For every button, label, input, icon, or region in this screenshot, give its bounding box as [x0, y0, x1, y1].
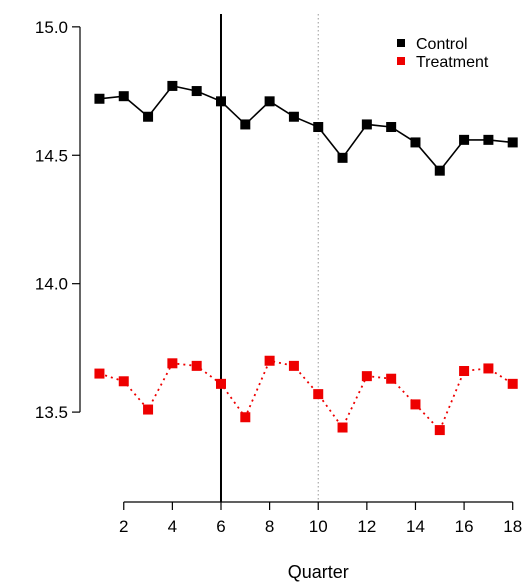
data-point-control: [167, 80, 178, 91]
data-point-treatment: [191, 360, 202, 371]
data-point-control: [459, 134, 470, 145]
series-line-treatment: [99, 359, 514, 432]
x-tick-label: 14: [406, 517, 425, 536]
data-point-treatment: [167, 358, 178, 369]
data-point-control: [94, 93, 105, 104]
y-tick-label: 15.0: [35, 18, 68, 37]
data-point-control: [288, 111, 299, 122]
series-layer: [94, 80, 518, 436]
legend-marker-treatment: [397, 57, 405, 65]
data-point-treatment: [361, 371, 372, 382]
data-point-treatment: [386, 373, 397, 384]
data-point-treatment: [264, 355, 275, 366]
legend-label-treatment: Treatment: [416, 54, 489, 71]
data-point-control: [507, 137, 518, 148]
data-point-control: [313, 122, 324, 133]
data-point-control: [264, 96, 275, 107]
data-point-control: [143, 111, 154, 122]
x-axis-title: Quarter: [288, 562, 349, 582]
x-tick-label: 6: [216, 517, 225, 536]
series-control: [94, 80, 518, 176]
data-point-treatment: [94, 368, 105, 379]
data-point-control: [118, 91, 129, 102]
x-tick-label: 10: [309, 517, 328, 536]
data-point-control: [361, 119, 372, 130]
legend-label-control: Control: [416, 36, 468, 53]
data-point-treatment: [483, 363, 494, 374]
data-point-treatment: [288, 360, 299, 371]
data-point-treatment: [215, 378, 226, 389]
series-treatment: [94, 355, 518, 436]
axes: 13.5 14.0 14.5 15.0 2 4 6 8 10 12 14 16 18: [35, 18, 522, 536]
x-tick-label: 2: [119, 517, 128, 536]
data-point-control: [240, 119, 251, 130]
x-tick-label: 16: [455, 517, 474, 536]
data-point-treatment: [459, 366, 470, 377]
data-point-control: [337, 152, 348, 163]
data-point-control: [434, 165, 445, 176]
data-point-treatment: [337, 422, 348, 433]
x-tick-label: 4: [168, 517, 177, 536]
y-tick-label: 14.0: [35, 275, 68, 294]
data-point-control: [386, 122, 397, 133]
data-point-treatment: [507, 378, 518, 389]
data-point-treatment: [434, 425, 445, 436]
data-point-treatment: [118, 376, 129, 387]
x-tick-label: 8: [265, 517, 274, 536]
data-point-control: [483, 134, 494, 145]
data-point-control: [215, 96, 226, 107]
data-point-control: [410, 137, 421, 148]
data-point-treatment: [143, 404, 154, 415]
data-point-treatment: [240, 412, 251, 423]
x-tick-label: 12: [357, 517, 376, 536]
reference-lines: [219, 14, 319, 502]
data-point-treatment: [313, 389, 324, 400]
legend-marker-control: [397, 39, 405, 47]
y-tick-label: 13.5: [35, 403, 68, 422]
data-point-treatment: [410, 399, 421, 410]
y-tick-label: 14.5: [35, 146, 68, 165]
series-line-control: [99, 85, 513, 172]
data-point-control: [191, 86, 202, 97]
x-tick-label: 18: [503, 517, 522, 536]
